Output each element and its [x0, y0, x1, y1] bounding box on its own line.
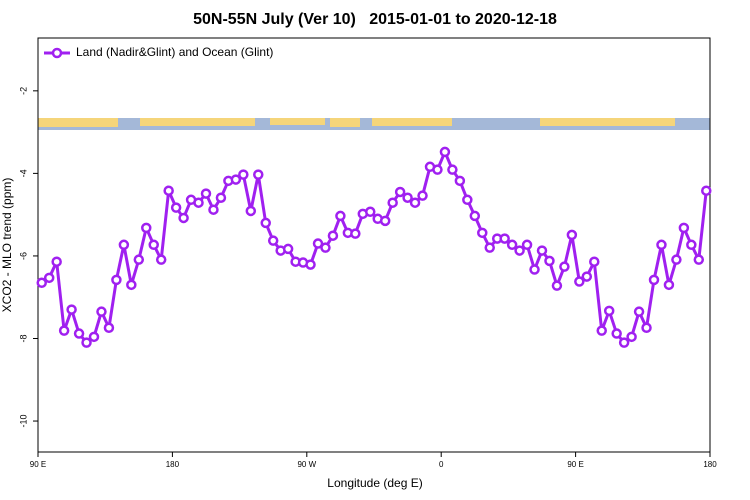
data-point [36, 277, 47, 289]
data-point [618, 337, 630, 348]
data-point [589, 256, 600, 267]
data-point [603, 305, 615, 317]
data-point [596, 325, 607, 336]
data-point [574, 276, 585, 287]
data-point [379, 215, 391, 227]
data-point [544, 255, 555, 267]
data-point [245, 205, 257, 217]
data-point [305, 259, 316, 270]
data-point [469, 210, 481, 222]
data-point [350, 228, 361, 239]
data-point [148, 239, 159, 251]
data-point [447, 164, 458, 175]
data-point [626, 331, 637, 343]
data-point [611, 328, 622, 339]
data-point [581, 271, 593, 282]
data-point [633, 306, 645, 317]
data-point [394, 186, 406, 198]
data-point [208, 204, 219, 215]
data-point [529, 264, 540, 275]
data-point [536, 245, 548, 256]
data-point [230, 174, 242, 185]
data-point [267, 235, 279, 246]
data-point [96, 306, 107, 317]
y-tick-label: -4 [18, 169, 28, 177]
data-point [163, 185, 174, 196]
data-point [641, 322, 652, 334]
data-point [51, 256, 62, 267]
data-point [454, 175, 466, 187]
data-point [215, 192, 227, 203]
data-point [551, 280, 563, 291]
data-point [133, 254, 145, 265]
data-point [126, 279, 137, 291]
y-tick-label: -8 [18, 334, 28, 342]
data-point [402, 192, 413, 203]
data-point [648, 274, 660, 286]
legend-marker [51, 47, 63, 59]
data-point [73, 328, 85, 339]
x-tick-label: 180 [166, 460, 180, 469]
x-tick-label: 90 E [30, 460, 46, 469]
data-point [170, 202, 182, 213]
data-point [514, 245, 525, 256]
data-point [365, 206, 376, 218]
data-point [506, 239, 518, 251]
data-point [178, 212, 189, 224]
data-point [559, 261, 570, 272]
data-point [686, 239, 697, 251]
data-point [260, 217, 271, 229]
data-point [253, 169, 264, 180]
data-point [155, 254, 167, 265]
data-point [663, 279, 675, 291]
data-point [387, 197, 398, 208]
data-point [200, 188, 212, 199]
data-point [312, 238, 324, 249]
y-axis-label: XCO2 - MLO trend (ppm) [0, 178, 14, 313]
y-tick-label: -2 [18, 87, 28, 95]
data-point [439, 146, 451, 158]
data-point [81, 337, 92, 348]
data-point [701, 185, 712, 196]
data-point [141, 222, 152, 234]
data-point [477, 227, 488, 239]
data-point [58, 325, 70, 336]
data-point [282, 243, 294, 255]
land-ocean-band [38, 118, 710, 130]
data-point [462, 194, 473, 206]
data-point [88, 331, 100, 343]
data-point [499, 233, 510, 244]
data-point [111, 274, 122, 286]
data-point [484, 242, 495, 253]
x-tick-label: 180 [703, 460, 717, 469]
data-point [327, 230, 339, 241]
data-point [335, 210, 346, 222]
data-point [103, 322, 115, 334]
chart-title: 50N-55N July (Ver 10) 2015-01-01 to 2020… [193, 11, 557, 28]
y-tick-label: -6 [18, 252, 28, 260]
legend-label: Land (Nadir&Glint) and Ocean (Glint) [76, 45, 273, 59]
data-point [417, 190, 428, 201]
data-point [409, 197, 421, 208]
data-point [678, 222, 690, 234]
x-tick-label: 0 [439, 460, 444, 469]
data-point [193, 197, 204, 208]
data-point [320, 242, 331, 253]
y-tick-label: -10 [18, 415, 28, 428]
data-point [66, 304, 77, 315]
x-axis-label: Longitude (deg E) [327, 476, 422, 490]
data-point [656, 239, 667, 251]
x-tick-label: 90 E [567, 460, 583, 469]
data-point [693, 254, 705, 265]
data-point [566, 229, 578, 241]
data-point [521, 239, 533, 251]
x-tick-label: 90 W [297, 460, 316, 469]
plot-frame [37, 37, 711, 453]
data-point [238, 169, 249, 180]
data-point [43, 272, 55, 284]
data-point [671, 254, 682, 265]
data-point [118, 239, 130, 251]
data-point [432, 164, 443, 175]
